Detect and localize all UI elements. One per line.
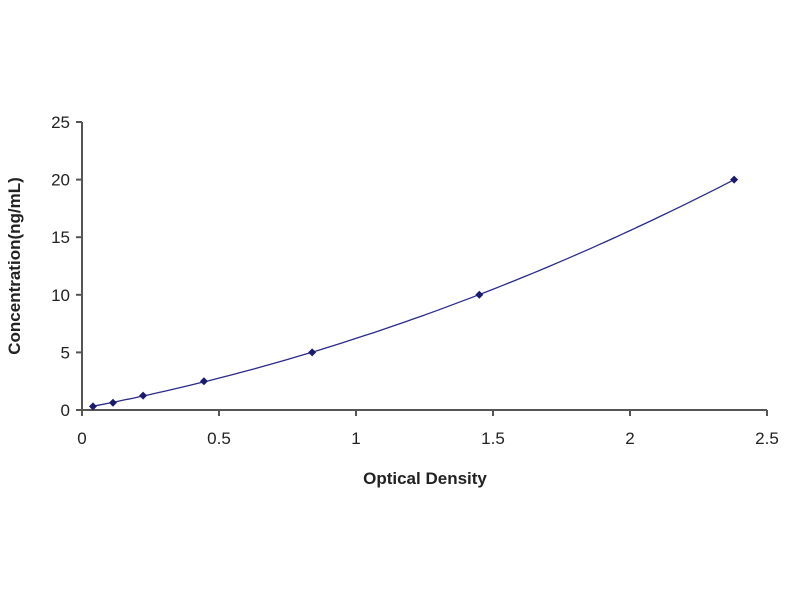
y-tick-label: 25 — [51, 113, 70, 132]
data-point — [730, 175, 739, 184]
x-tick-label: 2.5 — [755, 429, 779, 448]
data-point — [475, 290, 484, 299]
data-point — [308, 348, 317, 357]
y-tick-label: 5 — [61, 343, 70, 362]
x-tick-label: 1.5 — [481, 429, 505, 448]
x-axis-label: Optical Density — [363, 469, 487, 488]
x-tick-label: 0 — [77, 429, 86, 448]
data-point — [199, 377, 208, 386]
data-point — [139, 391, 148, 400]
x-tick-label: 1 — [351, 429, 360, 448]
fit-curve — [92, 179, 735, 407]
x-tick-label: 0.5 — [207, 429, 231, 448]
y-axis-label: Concentration(ng/mL) — [5, 177, 24, 355]
data-point — [88, 402, 97, 411]
y-tick-label: 0 — [61, 401, 70, 420]
y-tick-label: 10 — [51, 286, 70, 305]
x-tick-label: 2 — [625, 429, 634, 448]
data-point — [108, 398, 117, 407]
y-tick-label: 20 — [51, 171, 70, 190]
y-tick-label: 15 — [51, 228, 70, 247]
axes — [81, 122, 767, 411]
